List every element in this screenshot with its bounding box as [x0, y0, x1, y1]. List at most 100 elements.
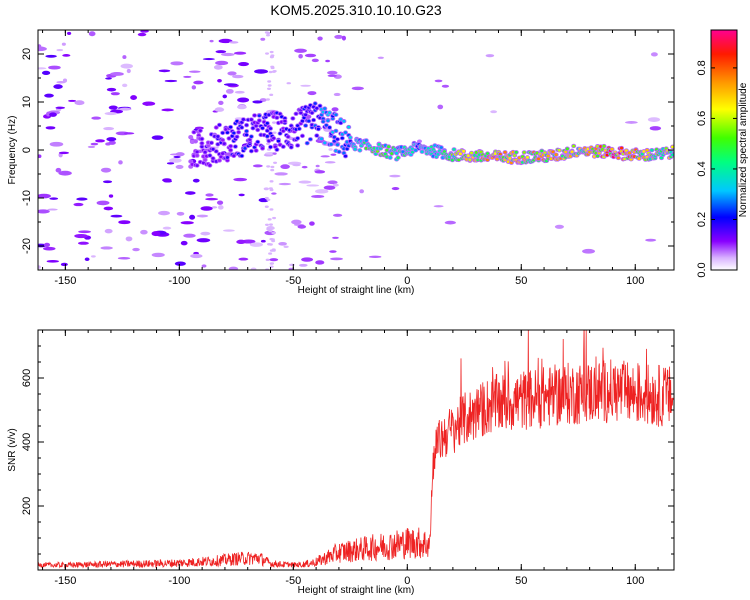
spectrogram-cell [211, 206, 218, 209]
spectrogram-cell [347, 125, 351, 129]
spectrogram-cell [87, 145, 96, 149]
spectrogram-cell [297, 224, 307, 229]
y-tick-label: 0 [21, 147, 33, 153]
spectrogram-cell [233, 145, 238, 148]
spectrogram-cell [238, 61, 250, 67]
spectrogram-cell [175, 164, 184, 170]
spectrogram-cell [260, 239, 266, 243]
spectrogram-cell [339, 121, 343, 125]
spectrogram-cell [416, 139, 423, 144]
spectrogram-cell [110, 92, 120, 96]
spectrogram-cell [377, 142, 381, 146]
spectrogram-cell [320, 155, 330, 158]
spectrogram-cell [546, 154, 550, 158]
spectrogram-cell [189, 135, 193, 139]
spectrogram-cell [209, 39, 214, 43]
spectrogram-cell [234, 51, 247, 55]
spectrogram-cell [300, 84, 311, 87]
colorbar-tick-label: 0.0 [696, 262, 708, 277]
spectrogram-cell [184, 191, 196, 195]
spectrogram-cell [288, 267, 294, 270]
spectrogram-cell [38, 209, 50, 214]
spectrogram-cell [122, 83, 128, 88]
spectrogram-cell [190, 253, 203, 259]
spectrogram-cell [396, 156, 400, 159]
spectrogram-cell [264, 31, 269, 34]
spectrogram-cell [78, 230, 91, 234]
spectrogram-cell [565, 147, 569, 151]
spectrogram-cell [359, 189, 365, 194]
spectrogram-cell [298, 180, 312, 184]
spectrogram-cell [191, 85, 197, 90]
spectrogram-cell [311, 58, 319, 63]
colorbar-tick-label: 0.8 [696, 60, 708, 75]
spectrogram-cell [267, 80, 272, 83]
spectrogram-cell [74, 100, 85, 106]
spectrogram-cell [325, 59, 330, 63]
spectrogram-cell [304, 53, 317, 58]
spectrogram-cell [170, 61, 184, 66]
spectrogram-cell [118, 160, 123, 165]
spectrogram-cell [240, 120, 244, 124]
spectrogram-cell [43, 242, 51, 247]
spectrogram-cell [62, 78, 68, 83]
spectrogram-cell [53, 84, 63, 89]
spectrogram-cell [554, 153, 558, 157]
spectrogram-cell [268, 145, 273, 149]
spectrogram-cell [38, 265, 41, 269]
spectrogram-cells [38, 30, 674, 270]
spectrogram-cell [330, 153, 337, 156]
y-tick-label: 400 [21, 433, 33, 451]
spectrogram-cell [266, 228, 271, 231]
spectrogram-cell [267, 113, 271, 117]
spectrogram-cell [158, 210, 170, 216]
x-tick-label: 0 [404, 275, 410, 287]
spectrogram-cell [269, 258, 279, 262]
spectrogram-cell [229, 148, 233, 152]
spectrogram-cell [46, 260, 59, 263]
spectrogram-cell [200, 145, 204, 149]
spectrogram-cell [189, 214, 196, 220]
spectrogram-cell [217, 159, 222, 162]
spectrogram-cell [105, 77, 112, 80]
x-tick-label: 50 [515, 575, 527, 587]
spectrogram-cell [216, 200, 224, 205]
snr-ticks: -150 -100 -50 0 50 100 200 400 600 [21, 329, 674, 587]
spectrogram-cell [214, 149, 218, 153]
spectrogram-cell [218, 100, 224, 106]
spectrogram-y-axis-label: Frequency (Hz) [7, 116, 18, 185]
spectrogram-cell [208, 154, 212, 157]
spectrogram-cell [58, 170, 72, 176]
spectrogram-cell [602, 144, 606, 148]
spectrogram-cell [116, 131, 130, 136]
spectrogram-cell [292, 163, 301, 167]
spectrogram-cell [383, 152, 388, 156]
spectrogram-cell [38, 67, 47, 70]
spectrogram-cell [215, 50, 227, 54]
spectrogram-cell [619, 146, 624, 150]
spectrogram-cell [104, 228, 113, 234]
spectrogram-cell [304, 124, 308, 127]
spectrogram-cell [183, 75, 192, 78]
spectrogram-cell [120, 63, 133, 69]
spectrogram-cell [218, 205, 224, 210]
spectrogram-cell [273, 161, 278, 165]
spectrogram-x-axis-label: Height of straight line (km) [298, 285, 415, 296]
spectrogram-cell [260, 147, 265, 150]
spectrogram-cell [323, 141, 327, 145]
spectrogram-cell [251, 126, 255, 130]
spectrogram-cell [324, 161, 336, 164]
spectrogram-cell [264, 205, 269, 208]
spectrogram-cell [265, 129, 269, 133]
spectrogram-cell [55, 106, 66, 110]
spectrogram-cell [200, 137, 204, 141]
spectrogram-cell [386, 145, 391, 149]
spectrogram-cell [659, 156, 664, 160]
spectrogram-cell [137, 32, 147, 37]
spectrogram-cell [244, 133, 249, 137]
snr-x-axis-label: Height of straight line (km) [298, 585, 415, 596]
x-tick-label: -50 [285, 275, 301, 287]
spectrogram-cell [286, 135, 290, 139]
spectrogram-cell [671, 153, 674, 157]
spectrogram-cell [180, 221, 194, 225]
